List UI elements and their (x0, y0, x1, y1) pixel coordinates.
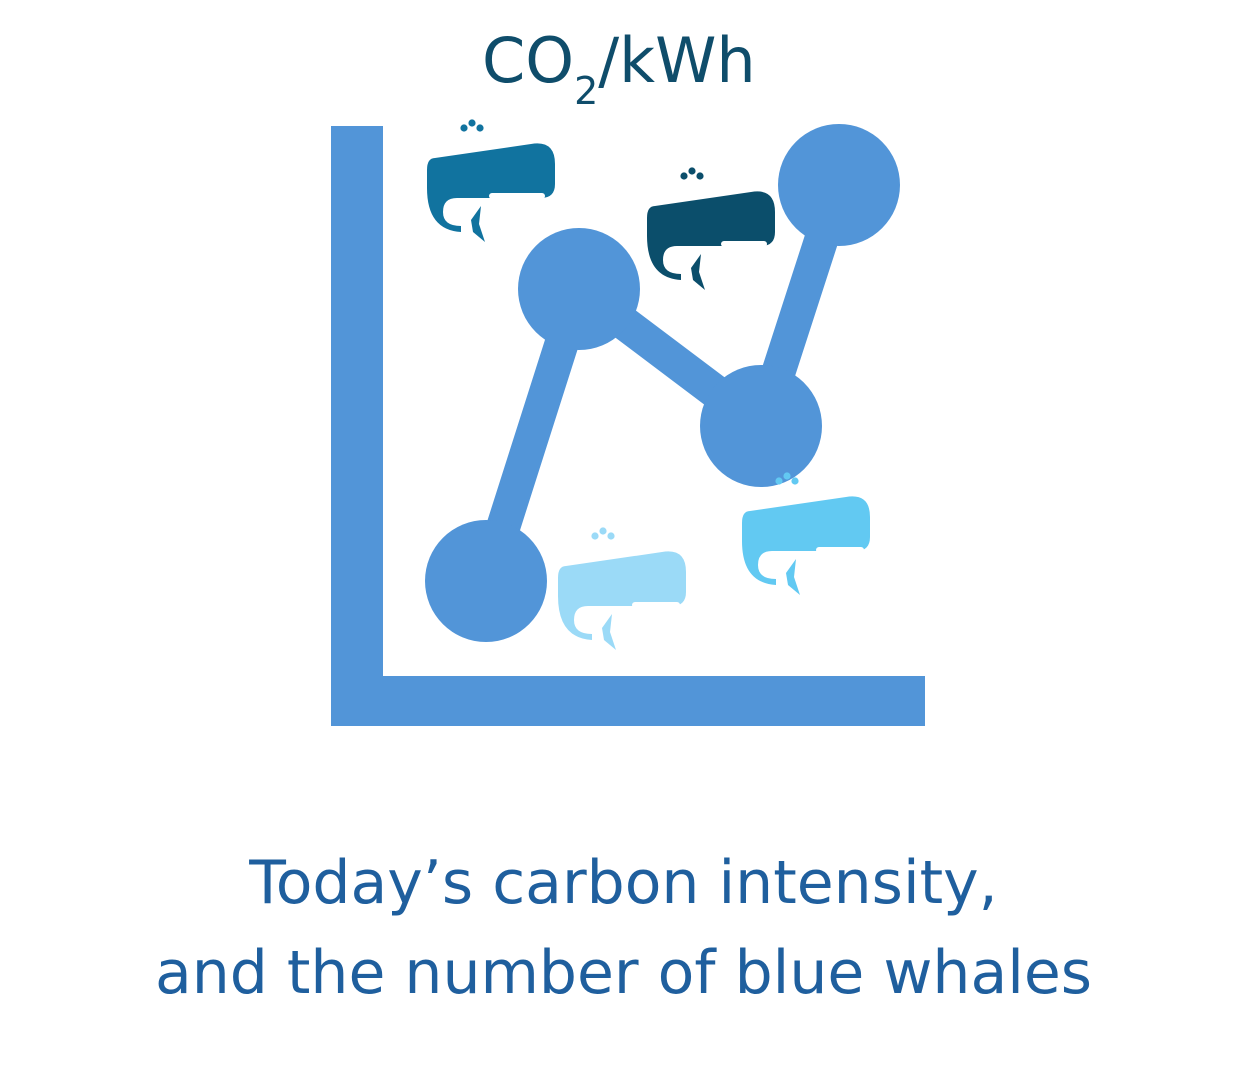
unit-subscript: 2 (574, 69, 599, 113)
chart-point (425, 520, 547, 642)
caption: Today’s carbon intensity, and the number… (0, 838, 1247, 1018)
whale-icon (427, 119, 555, 242)
caption-line-1: Today’s carbon intensity, (249, 848, 998, 918)
x-axis (331, 676, 925, 726)
whale-icon (558, 527, 686, 650)
whale-icon (647, 167, 775, 290)
chart-point (518, 228, 640, 350)
caption-line-2: and the number of blue whales (154, 938, 1093, 1008)
unit-suffix: /kWh (598, 24, 756, 97)
chart-point (778, 124, 900, 246)
whale-icon (742, 472, 870, 595)
trend-line (469, 179, 856, 587)
unit-prefix: CO (482, 24, 575, 97)
chart-point (700, 365, 822, 487)
unit-label: CO2/kWh (482, 30, 756, 111)
y-axis (331, 126, 383, 726)
